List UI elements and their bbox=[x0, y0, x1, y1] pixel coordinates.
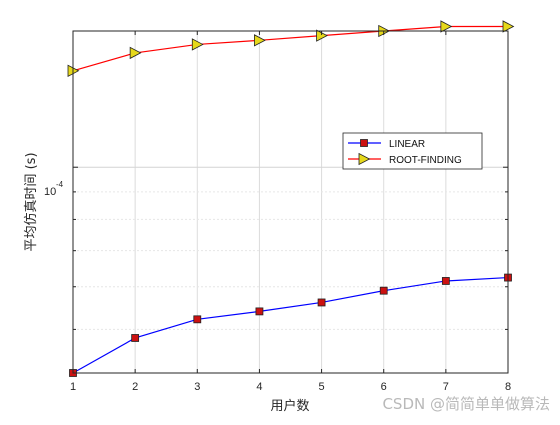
data-point bbox=[254, 34, 266, 47]
legend: LINEAR ROOT-FINDING bbox=[342, 132, 483, 170]
x-tick-label: 6 bbox=[381, 381, 387, 393]
data-point bbox=[255, 307, 264, 316]
data-point bbox=[129, 46, 142, 60]
x-tick-label: 1 bbox=[70, 381, 76, 393]
legend-item: ROOT-FINDING bbox=[348, 152, 462, 166]
legend-box bbox=[342, 132, 483, 170]
plot-frame bbox=[72, 30, 509, 374]
data-point bbox=[131, 334, 140, 342]
x-tick-label: 8 bbox=[505, 381, 511, 393]
data-point bbox=[358, 152, 371, 166]
data-point bbox=[360, 139, 368, 147]
series-line bbox=[72, 276, 509, 374]
x-tick-label: 3 bbox=[194, 381, 200, 393]
y-axis-label: 平均仿真时间 (s) bbox=[24, 152, 39, 251]
data-point bbox=[440, 20, 453, 33]
legend-label: LINEAR bbox=[389, 139, 425, 150]
x-tick-label: 2 bbox=[132, 381, 138, 393]
data-point bbox=[191, 38, 204, 51]
data-point bbox=[317, 298, 326, 307]
ticks: 1 2 3 4 5 6 7 8 bbox=[70, 31, 511, 393]
series-line bbox=[72, 25, 508, 72]
y-tick-label-base: 10 bbox=[44, 186, 56, 198]
y-tick-label-exponent: -4 bbox=[56, 180, 64, 189]
data-point bbox=[441, 277, 450, 285]
plot-background bbox=[73, 31, 508, 373]
x-tick-label: 7 bbox=[443, 381, 449, 393]
data-point bbox=[379, 286, 388, 295]
x-tick-label: 4 bbox=[256, 381, 262, 393]
series-root-finding bbox=[67, 20, 515, 77]
x-axis-label: 用户数 bbox=[270, 398, 309, 414]
x-tick-label: 5 bbox=[319, 381, 325, 393]
data-point bbox=[502, 20, 515, 33]
watermark: CSDN @简简单单做算法 bbox=[382, 395, 550, 413]
legend-label: ROOT-FINDING bbox=[389, 155, 462, 166]
legend-item: LINEAR bbox=[348, 139, 425, 150]
data-point bbox=[193, 315, 202, 324]
